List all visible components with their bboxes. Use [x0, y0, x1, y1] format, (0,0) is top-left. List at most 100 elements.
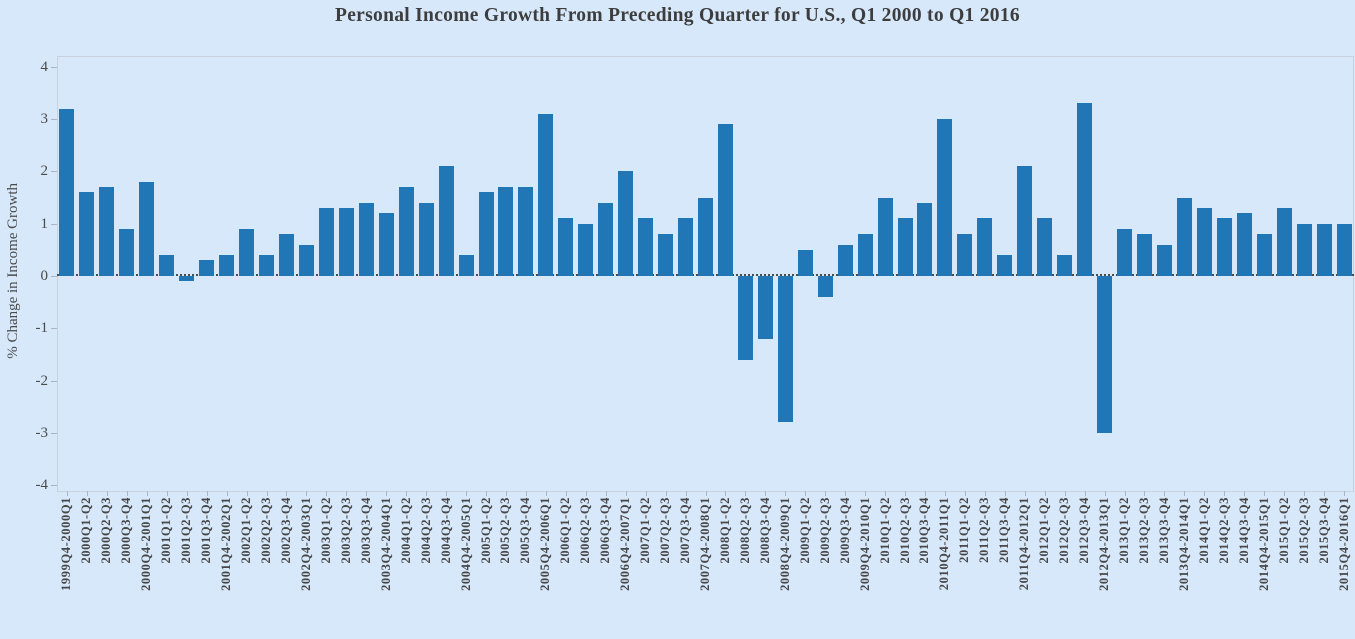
x-tick-label: 2002Q2-Q3	[259, 497, 273, 564]
x-tick-label: 2003Q2-Q3	[338, 497, 353, 564]
bar-2006Q1-Q2	[558, 218, 574, 276]
bar-2003Q3-Q4	[358, 202, 374, 276]
x-tick-label: 2007Q1-Q2	[638, 497, 653, 564]
bar-2012Q1-Q2	[1037, 218, 1053, 276]
x-tick-mark	[765, 491, 767, 496]
y-tick-mark	[51, 171, 57, 173]
x-tick-mark	[1164, 491, 1166, 496]
bar-2000Q4-2001Q1	[139, 181, 155, 276]
bar-2009Q3-Q4	[837, 244, 853, 276]
bar-2004Q1-Q2	[398, 187, 414, 276]
bar-1999Q4-2000Q1	[59, 108, 75, 276]
x-tick-mark	[665, 491, 667, 496]
bar-2011Q3-Q4	[997, 255, 1013, 276]
bar-2007Q4-2008Q1	[698, 197, 713, 276]
x-tick-mark	[1024, 491, 1026, 496]
x-tick-label: 2015Q1-Q2	[1276, 497, 1291, 564]
x-tick-label: 2006Q4-2007Q1	[618, 497, 633, 591]
y-tick-label: -3	[35, 424, 49, 441]
x-tick-label: 2015Q4-2016Q1	[1336, 497, 1351, 591]
bar-2008Q3-Q4	[757, 276, 773, 339]
x-tick-mark	[785, 491, 787, 496]
x-tick-label: 2013Q2-Q3	[1136, 497, 1151, 564]
bar-2012Q4-2013Q1	[1097, 276, 1113, 433]
bar-2005Q4-2006Q1	[538, 113, 554, 276]
x-tick-label: 2013Q1-Q2	[1117, 497, 1132, 564]
x-tick-label: 2001Q4-2002Q1	[219, 497, 234, 591]
bar-2003Q4-2004Q1	[378, 213, 394, 276]
x-tick-mark	[1064, 491, 1066, 496]
x-tick-mark	[1284, 491, 1286, 496]
bar-2015Q2-Q3	[1296, 223, 1312, 276]
x-tick-mark	[565, 491, 567, 496]
bar-2003Q2-Q3	[338, 208, 354, 276]
x-tick-label: 2012Q2-Q3	[1057, 497, 1072, 564]
x-tick-label: 2008Q1-Q2	[717, 497, 732, 564]
x-tick-label: 2015Q2-Q3	[1296, 497, 1311, 564]
y-tick-mark	[51, 276, 57, 277]
x-tick-mark	[1324, 491, 1326, 496]
x-tick-label: 2010Q3-Q4	[917, 497, 932, 564]
x-tick-mark	[585, 491, 587, 496]
chart-title: Personal Income Growth From Preceding Qu…	[335, 5, 1020, 26]
bar-2013Q2-Q3	[1136, 234, 1152, 276]
x-tick-label: 2001Q3-Q4	[199, 497, 214, 564]
x-tick-label: 2010Q2-Q3	[897, 497, 912, 564]
x-tick-mark	[86, 491, 88, 496]
x-tick-mark	[1344, 491, 1346, 496]
x-tick-label: 2000Q4-2001Q1	[139, 497, 154, 591]
x-tick-label: 2015Q3-Q4	[1316, 497, 1331, 564]
x-tick-label: 2009Q1-Q2	[797, 497, 812, 564]
x-tick-mark	[206, 491, 208, 496]
bar-2004Q3-Q4	[438, 166, 454, 276]
x-tick-mark	[1244, 491, 1246, 496]
x-tick-label: 2008Q4-2009Q1	[777, 497, 792, 591]
x-tick-mark	[505, 491, 507, 496]
bar-2000Q2-Q3	[99, 187, 115, 276]
x-tick-label: 2003Q1-Q2	[318, 497, 333, 564]
bar-2014Q4-2015Q1	[1256, 234, 1272, 276]
x-tick-mark	[525, 491, 527, 496]
bar-2006Q2-Q3	[578, 223, 594, 276]
x-tick-mark	[326, 491, 328, 496]
x-tick-mark	[745, 491, 747, 496]
x-tick-mark	[924, 491, 926, 496]
x-tick-mark	[885, 491, 887, 496]
bar-2011Q4-2012Q1	[1017, 166, 1033, 276]
x-tick-label: 2007Q3-Q4	[678, 497, 693, 564]
y-tick-label: 0	[40, 268, 49, 284]
bar-2005Q3-Q4	[518, 187, 534, 276]
x-tick-mark	[1224, 491, 1226, 496]
x-tick-label: 2006Q1-Q2	[558, 497, 573, 564]
bar-2011Q1-Q2	[957, 234, 973, 276]
bar-2012Q3-Q4	[1077, 103, 1093, 276]
bar-2014Q3-Q4	[1236, 213, 1252, 276]
x-tick-mark	[545, 491, 547, 496]
x-tick-label: 2014Q4-2015Q1	[1256, 497, 1271, 591]
x-tick-mark	[805, 491, 807, 496]
x-tick-mark	[166, 491, 168, 496]
bar-2010Q2-Q3	[897, 218, 913, 276]
x-tick-label: 2002Q4-2003Q1	[298, 497, 313, 591]
x-tick-mark	[1004, 491, 1006, 496]
bar-2004Q2-Q3	[418, 202, 434, 276]
x-tick-mark	[306, 491, 308, 496]
x-tick-label: 2009Q4-2010Q1	[857, 497, 872, 591]
x-tick-mark	[446, 491, 448, 496]
x-tick-label: 2004Q1-Q2	[398, 497, 413, 564]
bar-2014Q2-Q3	[1216, 218, 1232, 276]
bar-2011Q2-Q3	[977, 218, 993, 276]
bar-2000Q1-Q2	[79, 192, 95, 276]
x-tick-mark	[964, 491, 966, 496]
x-tick-mark	[725, 491, 727, 496]
x-tick-mark	[1124, 491, 1126, 496]
bar-2013Q1-Q2	[1117, 228, 1133, 276]
bar-2010Q3-Q4	[917, 202, 933, 276]
x-tick-mark	[685, 491, 687, 496]
x-tick-label: 2004Q2-Q3	[418, 497, 433, 564]
x-tick-label: 2003Q4-2004Q1	[378, 497, 393, 591]
x-tick-mark	[266, 491, 268, 496]
x-tick-mark	[944, 491, 946, 496]
x-tick-label: 2011Q2-Q3	[977, 497, 992, 563]
